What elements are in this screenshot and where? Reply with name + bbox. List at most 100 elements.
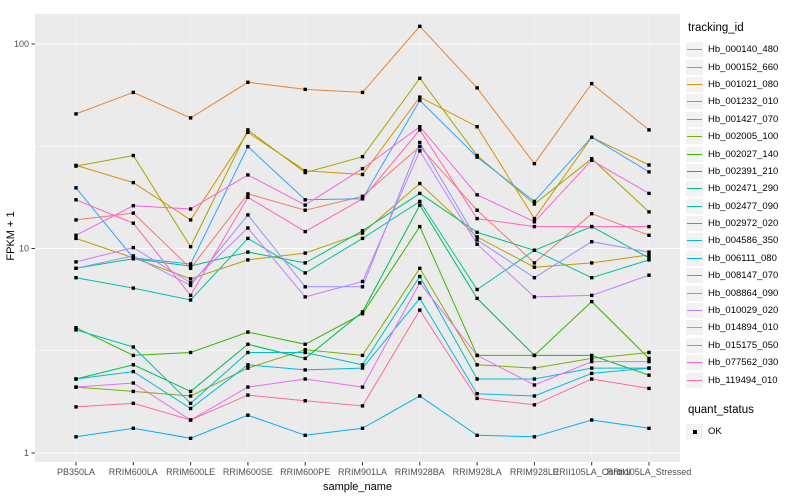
legend-key (686, 198, 703, 214)
data-point (532, 366, 537, 370)
shape-legend-items: OK (686, 423, 800, 440)
data-point (647, 210, 651, 214)
data-point (74, 164, 78, 168)
data-point (188, 436, 193, 440)
data-point (647, 359, 651, 364)
data-point (303, 198, 307, 202)
data-point (74, 112, 78, 116)
data-point (360, 363, 365, 367)
data-point (418, 125, 422, 129)
x-tick-label: PB350LA (57, 467, 95, 477)
data-point (246, 393, 250, 397)
data-point (360, 194, 365, 198)
data-point (475, 363, 479, 367)
legend-item: Hb_006111_080 (686, 250, 800, 267)
data-point (188, 418, 193, 422)
data-point (131, 369, 135, 374)
data-point (188, 389, 193, 394)
data-point (303, 271, 307, 275)
data-point (303, 285, 307, 289)
data-point (418, 224, 422, 229)
data-point (246, 173, 250, 177)
x-tick-label: RRII105LA_Control (553, 467, 631, 477)
data-point (131, 180, 135, 185)
legend-item-label: Hb_077562_030 (708, 357, 779, 369)
legend-item: Hb_014894_010 (686, 319, 800, 336)
legend-key-line-icon (687, 310, 702, 312)
data-point (532, 295, 537, 299)
y-tick-label: 100 (14, 39, 29, 49)
legend-key-line-icon (687, 327, 702, 329)
data-point (246, 366, 250, 370)
data-point (647, 258, 651, 262)
data-point (647, 386, 651, 391)
data-point (360, 90, 365, 95)
legend-key (686, 303, 703, 319)
data-point (418, 266, 422, 270)
data-point (74, 218, 78, 222)
legend-key (686, 76, 703, 92)
legend-item-label: Hb_004586_350 (708, 235, 779, 247)
legend-item: Hb_015175_050 (686, 337, 800, 354)
data-point (188, 264, 193, 268)
legend-item: Hb_001427_070 (686, 111, 800, 128)
data-point (246, 250, 250, 254)
data-point (475, 296, 479, 301)
data-point (131, 254, 135, 258)
data-point (360, 426, 365, 430)
legend-item-label: Hb_001021_080 (708, 78, 779, 90)
legend-key-line-icon (687, 257, 702, 259)
legend-key-line-icon (687, 170, 702, 172)
data-point (188, 298, 193, 302)
legend-key (686, 372, 703, 388)
legend-key-line-icon (687, 188, 702, 190)
data-point (418, 24, 422, 28)
legend-item: Hb_010029_020 (686, 302, 800, 319)
data-point (418, 95, 422, 99)
data-point (188, 394, 193, 398)
data-point (303, 295, 307, 299)
legend-item-label: Hb_002477_090 (708, 200, 779, 212)
legend-key (686, 42, 703, 58)
legend-item-label: Hb_001232_010 (708, 96, 779, 108)
data-point (647, 170, 651, 174)
data-point (475, 433, 479, 437)
legend-key (686, 355, 703, 371)
data-point (590, 135, 594, 139)
data-point (246, 385, 250, 389)
x-tick-label: RRIM928LA (453, 467, 502, 477)
data-point (475, 238, 479, 242)
data-point (131, 204, 135, 208)
data-point (303, 251, 307, 255)
data-point (131, 389, 135, 394)
data-point (303, 170, 307, 175)
x-tick-label: RRII105LA_Stressed (607, 467, 692, 477)
x-axis-title: sample_name (322, 481, 393, 493)
data-point (74, 266, 78, 270)
data-point (532, 161, 537, 166)
data-point (475, 287, 479, 292)
legend-key (686, 424, 703, 439)
legend-title-tracking-id: tracking_id (688, 22, 744, 34)
legend-item-label: Hb_008864_090 (708, 287, 779, 299)
y-tick-label: 1 (24, 448, 29, 458)
data-point (590, 158, 594, 162)
data-point (74, 435, 78, 439)
legend-item-label: Hb_000152_660 (708, 61, 779, 73)
data-point (475, 230, 479, 234)
data-point (188, 262, 193, 266)
data-point (590, 418, 594, 422)
data-point (74, 260, 78, 264)
legend-key-line-icon (687, 83, 702, 85)
legend-key-square-icon (692, 429, 697, 434)
data-point (360, 166, 365, 171)
data-point (303, 87, 307, 92)
legend-key (686, 268, 703, 284)
data-point (131, 353, 135, 358)
data-point (532, 224, 537, 229)
data-point (532, 220, 537, 224)
panel-background (35, 14, 680, 462)
data-point (246, 195, 250, 199)
data-point (647, 426, 651, 430)
